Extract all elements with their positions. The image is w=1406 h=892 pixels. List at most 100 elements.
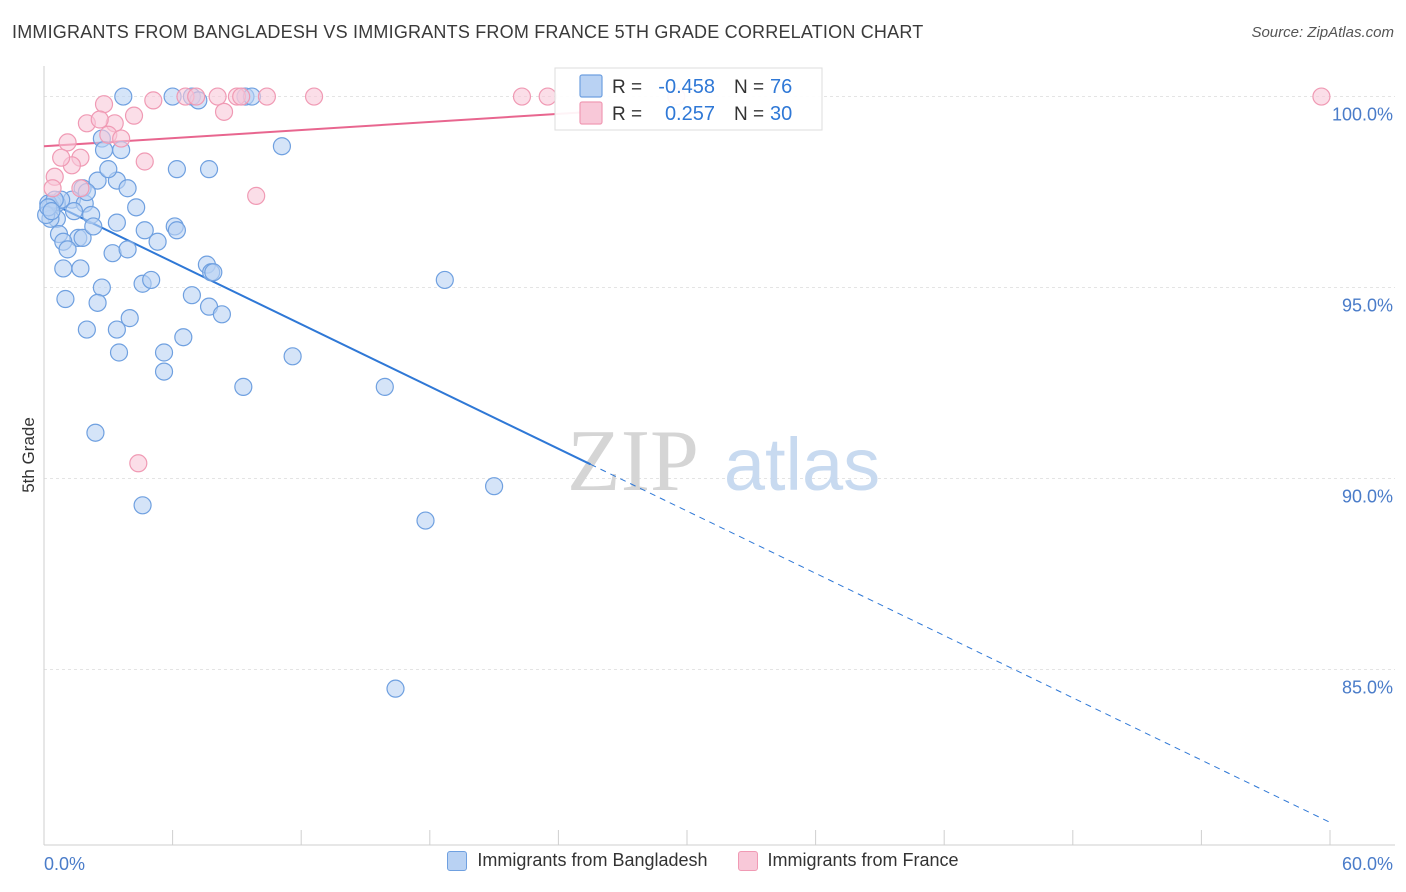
stats-r-value-bangladesh: -0.458 [658,76,715,98]
legend-label-france: Immigrants from France [767,850,959,870]
watermark: ZIP atlas [567,413,880,510]
point-france-29 [71,179,90,198]
point-bangladesh-7 [94,140,114,160]
stats-n-value-france: 30 [770,103,792,125]
point-france-28 [129,454,148,473]
point-bangladesh-67 [435,270,454,290]
y-tick-label-1: 95.0% [1342,296,1393,316]
stats-swatch-bangladesh [579,74,603,98]
point-bangladesh-9 [272,137,292,156]
point-france-3 [187,87,206,106]
point-bangladesh-35 [107,213,126,232]
watermark-atlas: atlas [724,423,880,506]
point-france-20 [58,133,77,152]
point-bangladesh-44 [71,259,90,278]
point-bangladesh-61 [154,343,174,362]
point-bangladesh-45 [54,259,73,278]
point-bangladesh-70 [133,496,152,515]
watermark-zip: ZIP [567,413,699,510]
point-bangladesh-11 [88,171,107,190]
legend-item-france: Immigrants from France [737,850,959,871]
point-bangladesh-26 [167,160,186,179]
trend-line-dashed-bangladesh [590,463,1331,823]
point-france-24 [135,152,154,171]
stats-n-value-bangladesh: 76 [770,76,792,98]
point-bangladesh-42 [118,240,137,259]
point-france-10 [538,87,557,106]
point-bangladesh-53 [182,286,201,305]
point-bangladesh-21 [64,202,84,221]
point-bangladesh-65 [234,377,253,396]
point-france-13 [124,106,144,125]
point-bangladesh-72 [386,679,405,698]
point-france-19 [112,129,131,148]
point-bangladesh-34 [84,217,103,236]
point-bangladesh-43 [148,232,167,251]
point-bangladesh-28 [99,160,118,179]
point-bangladesh-41 [103,244,122,263]
legend: Immigrants from Bangladesh Immigrants fr… [0,850,1406,871]
point-bangladesh-50 [142,270,161,290]
point-france-17 [214,102,234,121]
x-tick-label-max: 60.0% [1342,854,1393,874]
point-bangladesh-58 [77,320,96,339]
point-france-26 [43,179,62,198]
stats-r-label-bangladesh: R = [612,77,642,98]
y-tick-label-3: 85.0% [1342,678,1393,698]
point-bangladesh-66 [375,377,394,396]
point-bangladesh-38 [167,221,186,240]
stats-swatch-france [579,101,603,125]
chart-source: Source: ZipAtlas.com [1251,24,1394,41]
point-france-16 [90,110,109,129]
trend-line-france [43,110,591,148]
point-bangladesh-57 [120,309,139,328]
point-france-27 [247,186,266,205]
point-bangladesh-69 [485,477,504,496]
stats-n-label-bangladesh: N = [734,77,764,98]
stats-n-label-france: N = [734,104,764,125]
point-bangladesh-32 [73,228,92,247]
point-bangladesh-40 [58,240,77,259]
legend-swatch-bangladesh [447,850,468,871]
point-bangladesh-64 [154,362,174,381]
point-bangladesh-25 [127,198,146,217]
point-bangladesh-60 [174,328,193,347]
point-france-6 [232,87,251,106]
point-bangladesh-48 [204,263,223,282]
legend-swatch-france [737,850,758,871]
point-france-0 [94,95,114,114]
stats-legend-box: R = -0.458 N = 76 R = 0.257 N = 30 [554,67,823,131]
stats-r-label-france: R = [612,104,642,125]
point-france-9 [512,87,532,106]
legend-label-bangladesh: Immigrants from Bangladesh [477,850,708,870]
y-axis-label: 5th Grade [19,417,38,493]
point-france-4 [208,87,227,106]
y-tick-label-2: 90.0% [1342,487,1393,507]
point-bangladesh-36 [135,221,154,240]
point-france-12 [1312,87,1331,106]
trend-lines [43,110,1331,823]
data-points [37,87,1331,698]
stats-r-value-france: 0.257 [665,103,715,125]
point-bangladesh-59 [107,320,126,339]
point-bangladesh-75 [42,202,61,221]
axes: 100.0% 95.0% 90.0% 85.0% 0.0% 60.0% [43,66,1395,874]
point-bangladesh-52 [56,289,75,309]
point-france-8 [304,87,324,106]
point-france-7 [257,87,277,106]
point-france-1 [144,91,163,110]
x-tick-label-min: 0.0% [44,854,85,874]
point-bangladesh-56 [212,305,231,324]
legend-item-bangladesh: Immigrants from Bangladesh [447,850,708,871]
point-bangladesh-51 [92,278,111,297]
point-bangladesh-62 [109,343,129,362]
chart-title: IMMIGRANTS FROM BANGLADESH VS IMMIGRANTS… [12,22,924,42]
point-bangladesh-54 [88,293,107,312]
point-bangladesh-71 [416,511,435,530]
point-bangladesh-0 [114,87,133,106]
point-bangladesh-27 [199,160,219,179]
y-tick-label-0: 100.0% [1332,105,1393,125]
point-france-23 [52,148,71,167]
point-bangladesh-63 [283,347,302,366]
